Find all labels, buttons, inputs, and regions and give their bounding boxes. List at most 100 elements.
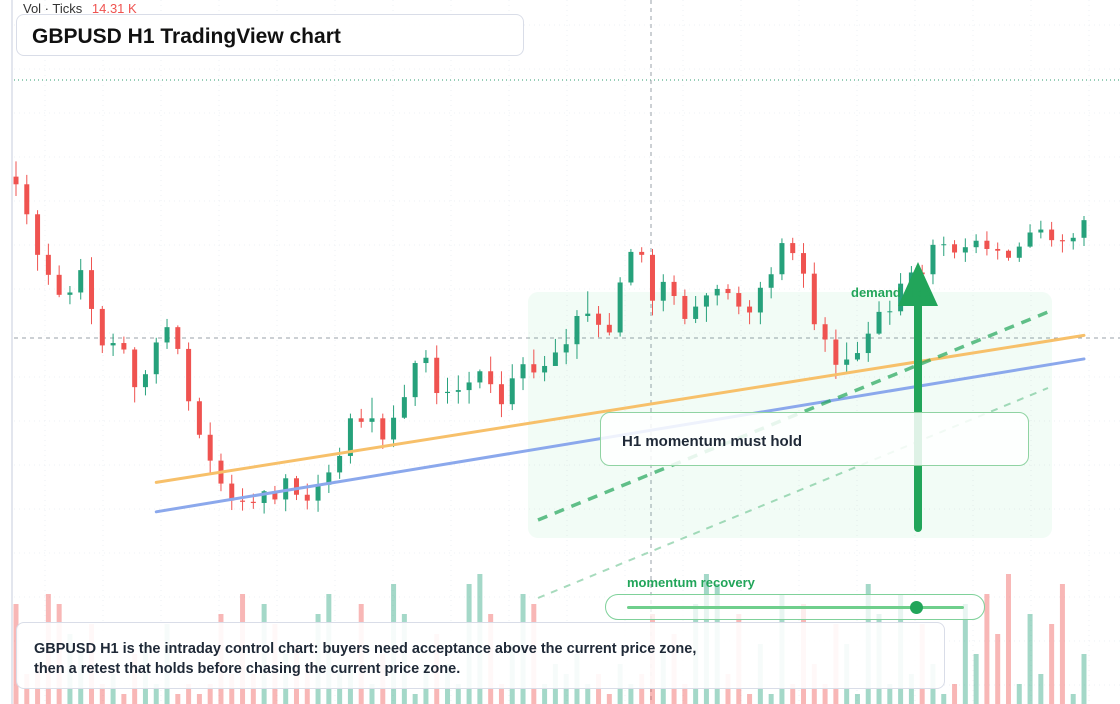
volume-bar (854, 694, 860, 704)
candle-body (445, 391, 451, 394)
volume-bar (110, 674, 116, 704)
volume-bar (1081, 654, 1087, 704)
volume-bar (455, 684, 461, 704)
candle-body (315, 484, 321, 501)
volume-bar (596, 674, 602, 704)
candle-body (13, 176, 19, 185)
volume-bar (1059, 584, 1065, 704)
candle-body (488, 371, 494, 385)
candle-body (833, 339, 839, 365)
candle-body (542, 365, 548, 373)
candle-body (628, 251, 634, 283)
candle-body (984, 240, 990, 249)
candle-body (768, 274, 774, 288)
candle-body (930, 244, 936, 275)
candle-body (790, 243, 796, 254)
candle-body (89, 270, 95, 309)
candle-body (412, 363, 418, 398)
candle-body (552, 352, 558, 366)
volume-bar (768, 694, 774, 704)
chart-title-box: GBPUSD H1 TradingView chart (16, 14, 524, 56)
candle-body (45, 254, 51, 275)
candle-body (617, 282, 623, 333)
volume-bar (962, 604, 968, 704)
momentum-slider[interactable] (605, 594, 985, 620)
volume-bar (412, 694, 418, 704)
candle-body (995, 248, 1001, 251)
volume-bar (24, 674, 30, 704)
volume-bar (790, 684, 796, 704)
candle-body (941, 244, 947, 246)
candle-body (844, 359, 850, 365)
candle-body (682, 296, 688, 319)
candle-body (261, 491, 267, 503)
candle-body (1038, 229, 1044, 233)
volume-label: Vol · Ticks (23, 1, 83, 16)
candle-body (509, 378, 515, 405)
candle-body (99, 308, 105, 346)
candle-body (186, 348, 192, 402)
volume-bar (229, 674, 235, 704)
slider-thumb[interactable] (910, 601, 924, 614)
candle-body (649, 254, 655, 301)
candle-body (531, 364, 537, 373)
candle-body (347, 418, 353, 456)
candle-body (240, 500, 246, 502)
volume-bar (369, 684, 375, 704)
note-text: GBPUSD H1 is the intraday control chart:… (34, 641, 697, 677)
volume-bar (1027, 614, 1033, 704)
candle-body (337, 455, 343, 473)
demand-label: demand side (851, 285, 931, 300)
candle-body (434, 357, 440, 394)
volume-bar (941, 694, 947, 704)
candle-body (854, 353, 860, 360)
volume-header: Vol · Ticks 14.31 K (23, 1, 137, 16)
candle-body (1016, 246, 1022, 258)
candle-body (110, 343, 116, 346)
volume-value: 14.31 K (91, 1, 137, 16)
chart-title: GBPUSD H1 TradingView chart (32, 25, 341, 48)
volume-bar (606, 694, 612, 704)
candle-body (757, 287, 763, 313)
candle-body (466, 382, 472, 391)
volume-bar (99, 684, 105, 704)
candle-body (596, 313, 602, 325)
candle-body (175, 327, 181, 349)
candle-body (876, 311, 882, 334)
candle-body (358, 418, 364, 422)
candle-body (121, 343, 127, 350)
candle-body (142, 374, 148, 388)
candle-body (660, 281, 666, 301)
volume-bar (563, 674, 569, 704)
volume-bar (952, 684, 958, 704)
candle-body (164, 327, 170, 343)
volume-bar (822, 684, 828, 704)
candle-body (574, 315, 580, 345)
volume-bar (1005, 574, 1011, 704)
volume-bar (250, 674, 256, 704)
volume-bar (1038, 674, 1044, 704)
candle-body (585, 313, 591, 316)
volume-bar (1016, 684, 1022, 704)
candle-body (229, 483, 235, 501)
candle-body (423, 357, 429, 364)
volume-bar (153, 684, 159, 704)
volume-bar (887, 684, 893, 704)
candle-body (207, 434, 213, 461)
slider-track (627, 606, 964, 609)
candle-body (380, 418, 386, 440)
candle-body (1059, 240, 1065, 242)
candle-body (725, 288, 731, 294)
candle-body (865, 333, 871, 354)
volume-bar (585, 684, 591, 704)
candle-body (962, 247, 968, 253)
momentum-callout: H1 momentum must hold (600, 412, 1029, 466)
volume-bar (196, 694, 202, 704)
candle-body (132, 349, 138, 388)
candle-body (973, 240, 979, 248)
candle-body (671, 281, 677, 297)
candle-body (304, 494, 310, 501)
candle-body (391, 417, 397, 440)
volume-bar (639, 674, 645, 704)
volume-bar (542, 684, 548, 704)
